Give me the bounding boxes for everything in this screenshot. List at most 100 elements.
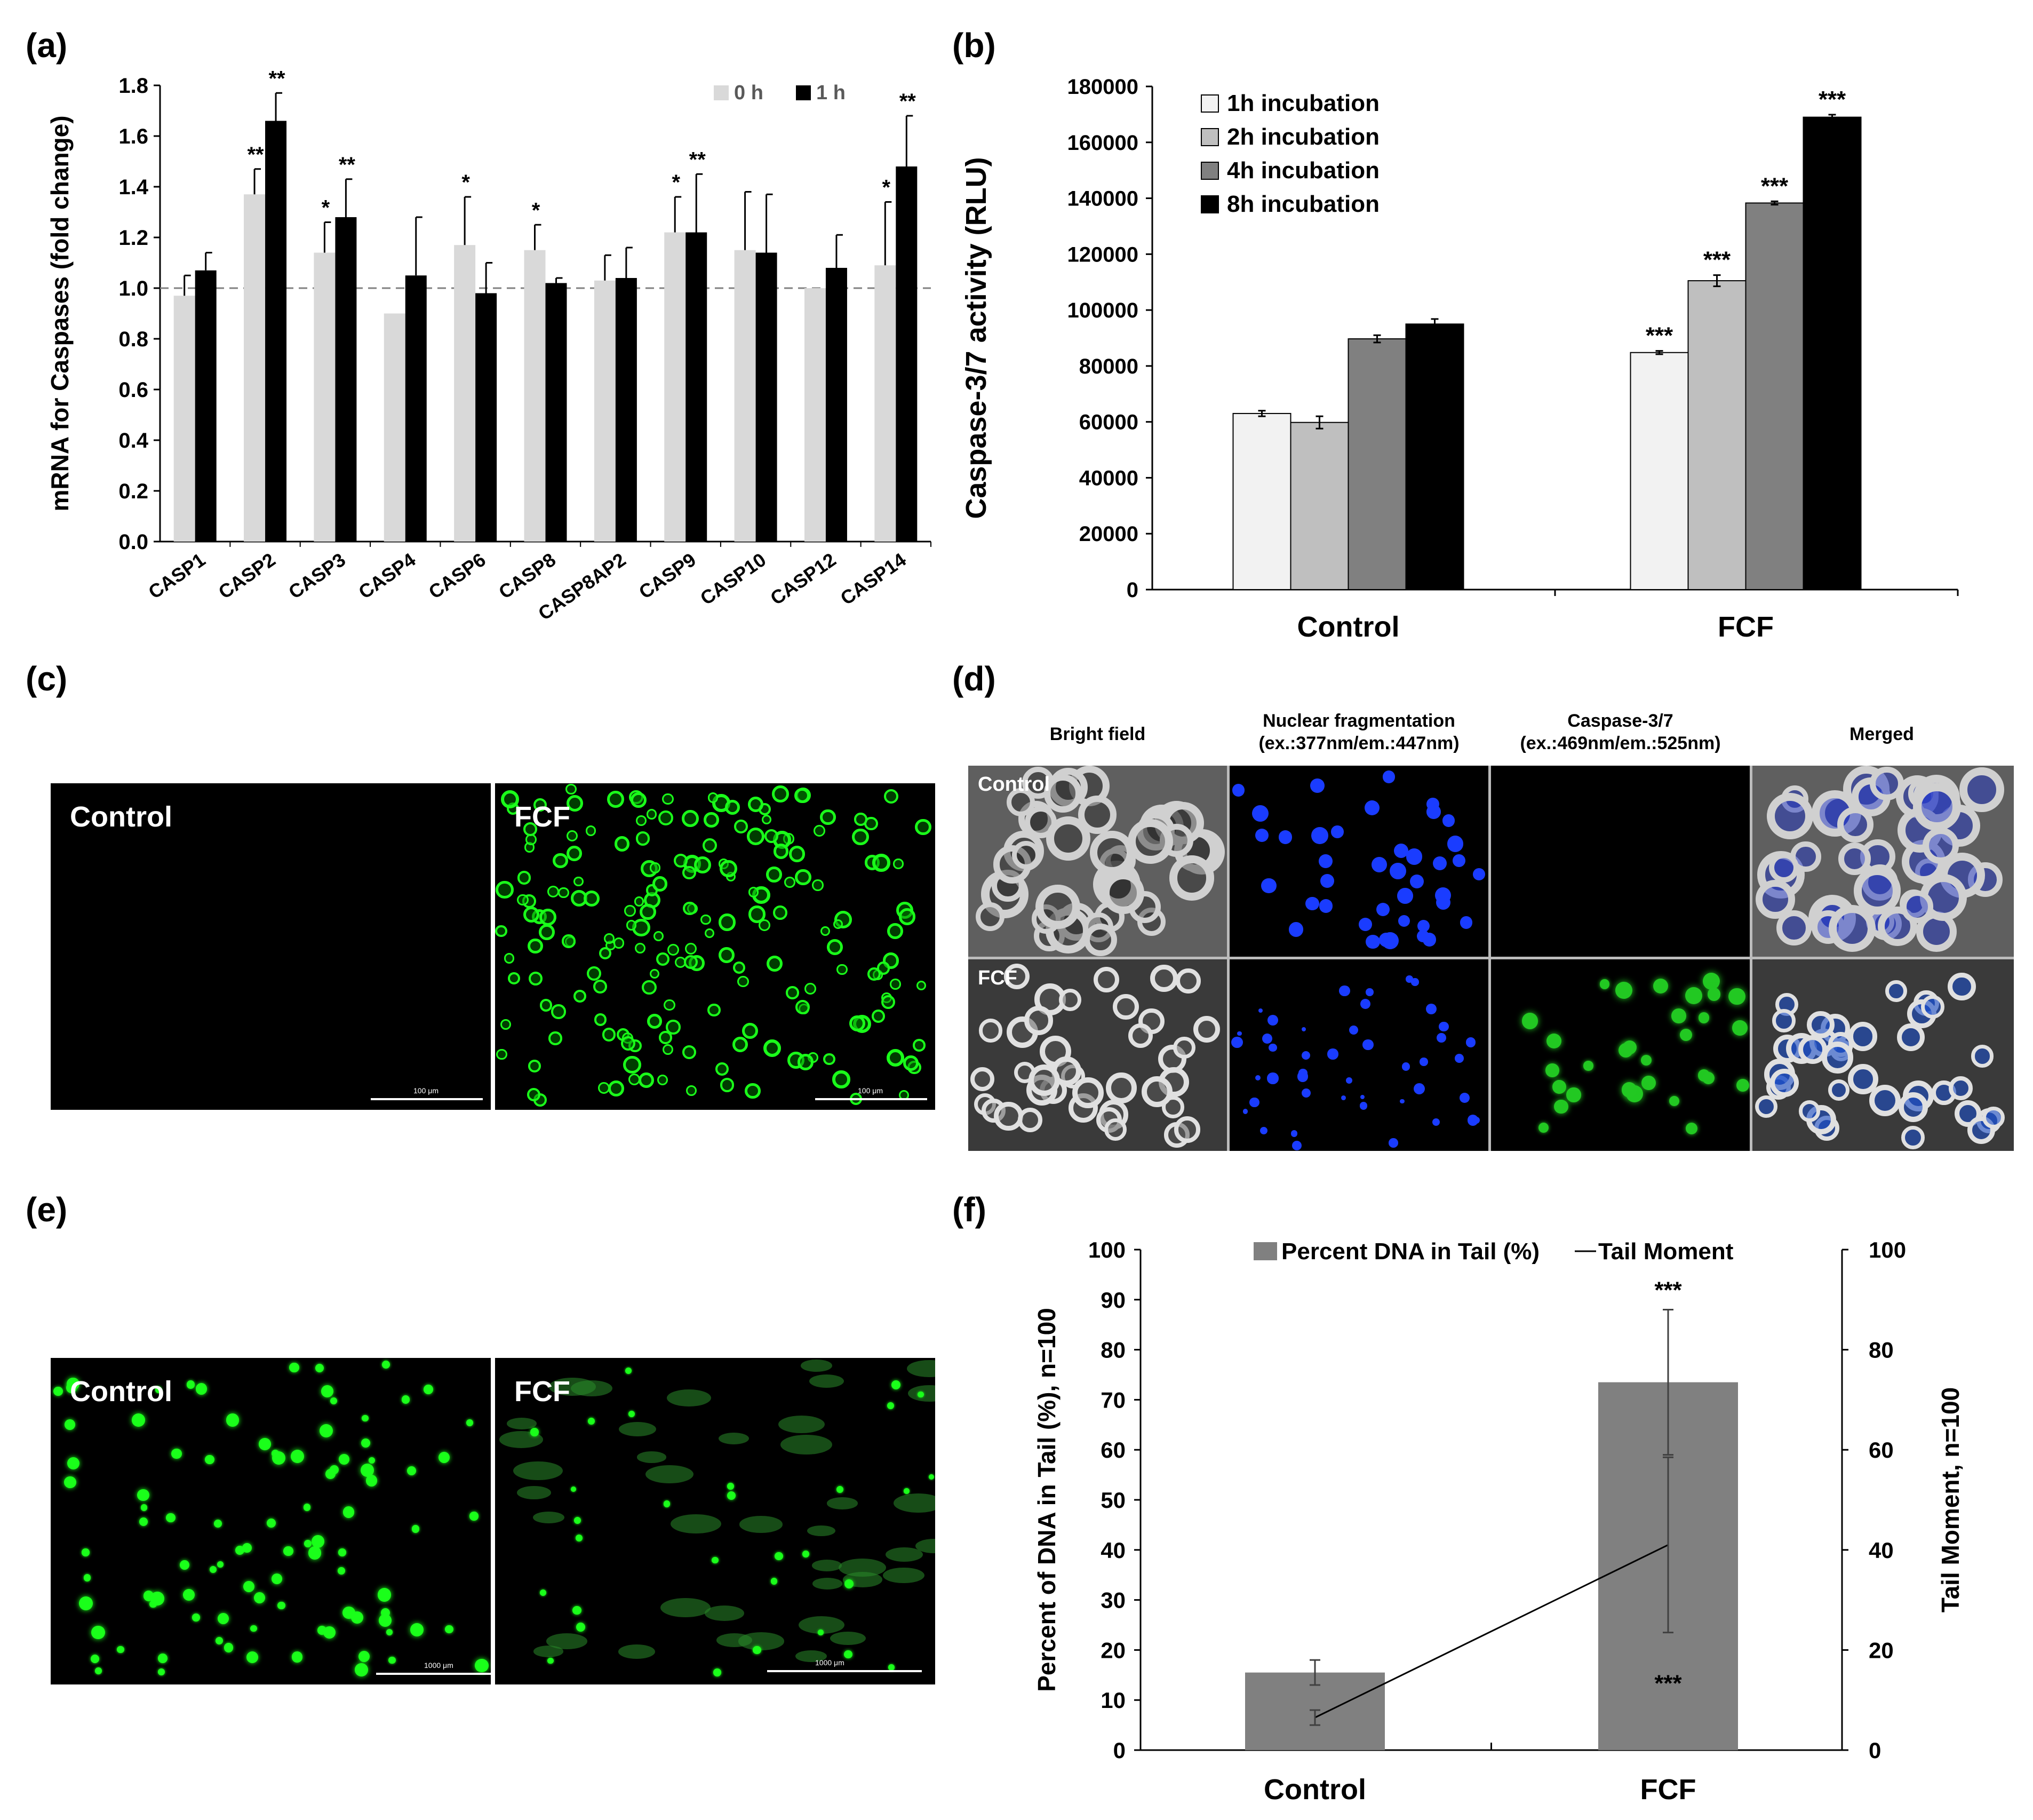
fluorescent-cell bbox=[872, 854, 890, 872]
fluorescent-cell bbox=[608, 1080, 624, 1096]
legend-swatch bbox=[1254, 1242, 1277, 1260]
comet-nucleus bbox=[226, 1413, 239, 1427]
comet-nucleus bbox=[82, 1548, 90, 1556]
fluorescent-cell bbox=[890, 979, 901, 990]
y-tick-label: 40 bbox=[1101, 1538, 1126, 1563]
legend-label: Percent DNA in Tail (%) bbox=[1281, 1238, 1540, 1265]
fluorescent-cell bbox=[820, 926, 831, 936]
bright-field-cell bbox=[1106, 1072, 1137, 1103]
merged-cell bbox=[1885, 980, 1907, 1002]
bar-2-Control bbox=[1348, 338, 1407, 590]
bar-1h-CASP8 bbox=[545, 283, 567, 542]
column-header-caspase: Caspase-3/7 (ex.:469nm/em.:525nm) bbox=[1520, 711, 1721, 753]
fluorescent-cell bbox=[604, 933, 615, 944]
caspase-positive-cell bbox=[1685, 987, 1702, 1005]
significance-marker: ** bbox=[268, 67, 285, 90]
fluorescent-cell bbox=[742, 1022, 759, 1039]
merged-cell bbox=[1798, 1100, 1821, 1123]
comet-nucleus bbox=[182, 1588, 195, 1601]
micrograph-e-control: Control 1000 μm bbox=[51, 1358, 491, 1684]
significance-marker: *** bbox=[1654, 1671, 1682, 1697]
merged-cell bbox=[1948, 972, 1976, 1001]
y2-tick-label: 0 bbox=[1869, 1738, 1881, 1763]
bar-0h-CASP8AP2 bbox=[594, 280, 616, 542]
caspase-positive-cell bbox=[1685, 1122, 1697, 1135]
nucleus-fragment bbox=[1327, 1051, 1334, 1057]
comet-tail bbox=[637, 1451, 666, 1463]
comet-nucleus bbox=[250, 1625, 257, 1632]
comet-nucleus bbox=[362, 1414, 369, 1422]
legend-label: 0 h bbox=[734, 82, 763, 104]
comet-tail bbox=[667, 1389, 712, 1406]
micrograph-label: Control bbox=[70, 1376, 172, 1408]
comet-nucleus bbox=[214, 1519, 222, 1528]
scale-bar bbox=[767, 1670, 922, 1672]
fluorescent-cell bbox=[715, 1062, 729, 1076]
bright-field-cell bbox=[1174, 1116, 1201, 1143]
caspase-positive-cell bbox=[1736, 1078, 1750, 1092]
nucleus bbox=[1436, 895, 1450, 910]
bright-field-cell bbox=[1113, 994, 1139, 1020]
comet-nucleus bbox=[365, 1475, 378, 1487]
nucleus-fragment bbox=[1262, 1033, 1272, 1044]
fluorescent-cell bbox=[882, 952, 899, 969]
bar-0h-CASP3 bbox=[314, 252, 336, 542]
y-tick-label: 0.2 bbox=[118, 480, 148, 503]
comet-nucleus bbox=[242, 1543, 252, 1553]
fluorescent-cell bbox=[763, 1039, 782, 1058]
nucleus-fragment bbox=[1366, 988, 1374, 996]
fluorescent-cell bbox=[527, 1087, 541, 1101]
comet-nucleus bbox=[291, 1651, 303, 1663]
fluorescent-cell bbox=[773, 844, 788, 859]
nucleus bbox=[1426, 798, 1439, 811]
comet-nucleus bbox=[368, 1457, 376, 1464]
comet-nucleus bbox=[439, 1451, 450, 1463]
bright-field-cell bbox=[1006, 788, 1035, 817]
bar-1h-CASP9 bbox=[685, 232, 707, 542]
comet-nucleus bbox=[166, 1513, 176, 1523]
panel-label-b: (b) bbox=[952, 26, 996, 65]
micrograph-e-fcf: FCF 1000 μm bbox=[495, 1358, 935, 1684]
significance-marker: ** bbox=[247, 143, 264, 166]
micrograph-grid-d: Control FCF bbox=[968, 766, 2014, 1151]
merged-cell bbox=[1828, 1079, 1849, 1101]
comet-tail bbox=[670, 1514, 721, 1534]
micrograph-label: Control bbox=[70, 801, 172, 833]
bar-0h-CASP2 bbox=[244, 194, 266, 542]
fluorescent-cell bbox=[523, 822, 537, 836]
bar-1h-CASP12 bbox=[825, 268, 847, 542]
nucleus bbox=[1364, 800, 1380, 816]
comet-nucleus bbox=[818, 1629, 824, 1635]
comet-nucleus bbox=[90, 1654, 100, 1664]
comet-nucleus bbox=[360, 1463, 374, 1477]
nucleus bbox=[1398, 915, 1410, 927]
merged-cell bbox=[1971, 1045, 1994, 1068]
caspase-positive-cell bbox=[1538, 1122, 1549, 1133]
nucleus-fragment bbox=[1346, 1077, 1353, 1084]
fluorescent-cell bbox=[593, 980, 607, 994]
caspase-positive-cell bbox=[1671, 1008, 1686, 1023]
y-tick-label: 100 bbox=[1088, 1237, 1126, 1262]
significance-marker: *** bbox=[1646, 323, 1673, 349]
fluorescent-cell bbox=[638, 1072, 655, 1088]
fluorescent-cell bbox=[747, 797, 763, 813]
comet-nucleus bbox=[157, 1654, 168, 1663]
bright-field-cell bbox=[970, 1067, 994, 1092]
comet-nucleus bbox=[66, 1382, 77, 1393]
fluorescent-cell bbox=[737, 975, 749, 988]
comet-nucleus bbox=[388, 1656, 396, 1664]
bar-1-FCF bbox=[1687, 280, 1747, 590]
y-tick-label: 1.4 bbox=[118, 176, 148, 199]
merged-cell bbox=[1959, 767, 2004, 813]
fluorescent-cell bbox=[823, 1053, 835, 1066]
legend-label: 1 h bbox=[816, 82, 846, 104]
panel-label-e: (e) bbox=[26, 1190, 68, 1229]
comet-nucleus bbox=[291, 1449, 305, 1464]
nucleus bbox=[1406, 848, 1423, 865]
cell-fcf-bright-field: FCF bbox=[968, 959, 1227, 1151]
comet-nucleus bbox=[271, 1449, 279, 1457]
fluorescent-cell bbox=[719, 947, 735, 963]
bar-0h-CASP12 bbox=[804, 288, 826, 542]
nucleus-fragment bbox=[1432, 1118, 1440, 1126]
fluorescent-cell bbox=[681, 810, 699, 827]
